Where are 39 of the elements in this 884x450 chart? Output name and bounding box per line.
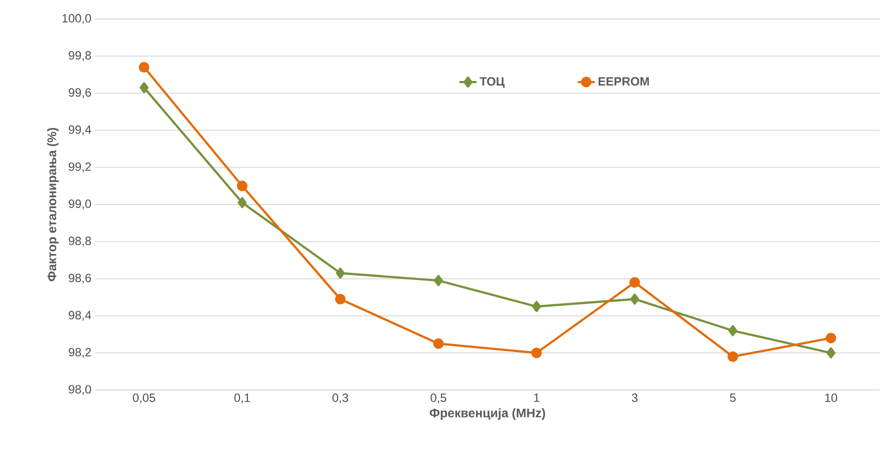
x-tick-label: 0,1	[234, 394, 250, 404]
legend-label: EEPROM	[598, 77, 649, 86]
point	[434, 274, 443, 286]
x-tick-label: 1	[534, 394, 540, 402]
point	[532, 300, 542, 312]
point	[140, 82, 149, 94]
x-tick-label: 3	[632, 394, 638, 402]
point	[138, 62, 150, 73]
point	[433, 338, 444, 349]
y-tick-label: 98,0	[68, 385, 92, 395]
x-tick-label: 0,3	[332, 394, 348, 404]
point	[238, 197, 247, 208]
y-tick-label: 99,0	[68, 200, 92, 210]
y-tick-label: 98,2	[68, 348, 91, 358]
point	[728, 325, 738, 336]
y-tick-label: 98,4	[68, 310, 92, 321]
x-tick-label: 5	[730, 394, 736, 402]
point	[629, 277, 640, 288]
point	[335, 294, 346, 304]
point	[826, 347, 836, 358]
point	[630, 294, 640, 305]
y-tick-label: 98,8	[68, 236, 91, 247]
point	[531, 348, 542, 358]
point	[336, 268, 345, 279]
y-tick-label: 99,6	[68, 88, 91, 98]
x-axis-title: Фреквенција (MHz)	[430, 408, 546, 420]
x-tick-label: 0,5	[430, 394, 446, 404]
y-tick-label: 99,4	[68, 125, 92, 136]
point	[236, 180, 248, 192]
x-tick-label: 10	[825, 394, 838, 402]
point	[728, 351, 738, 362]
y-tick-label: 98,6	[68, 274, 91, 284]
y-axis-title: Фактор еталонирања (%)	[47, 128, 59, 282]
y-tick-label: 99,8	[68, 51, 91, 62]
legend-label: ТОЦ	[480, 77, 505, 88]
y-tick-label: 99,2	[68, 162, 91, 172]
x-tick-label: 0,05	[132, 394, 156, 404]
y-tick-label: 100,0	[62, 14, 92, 24]
point	[826, 332, 836, 344]
